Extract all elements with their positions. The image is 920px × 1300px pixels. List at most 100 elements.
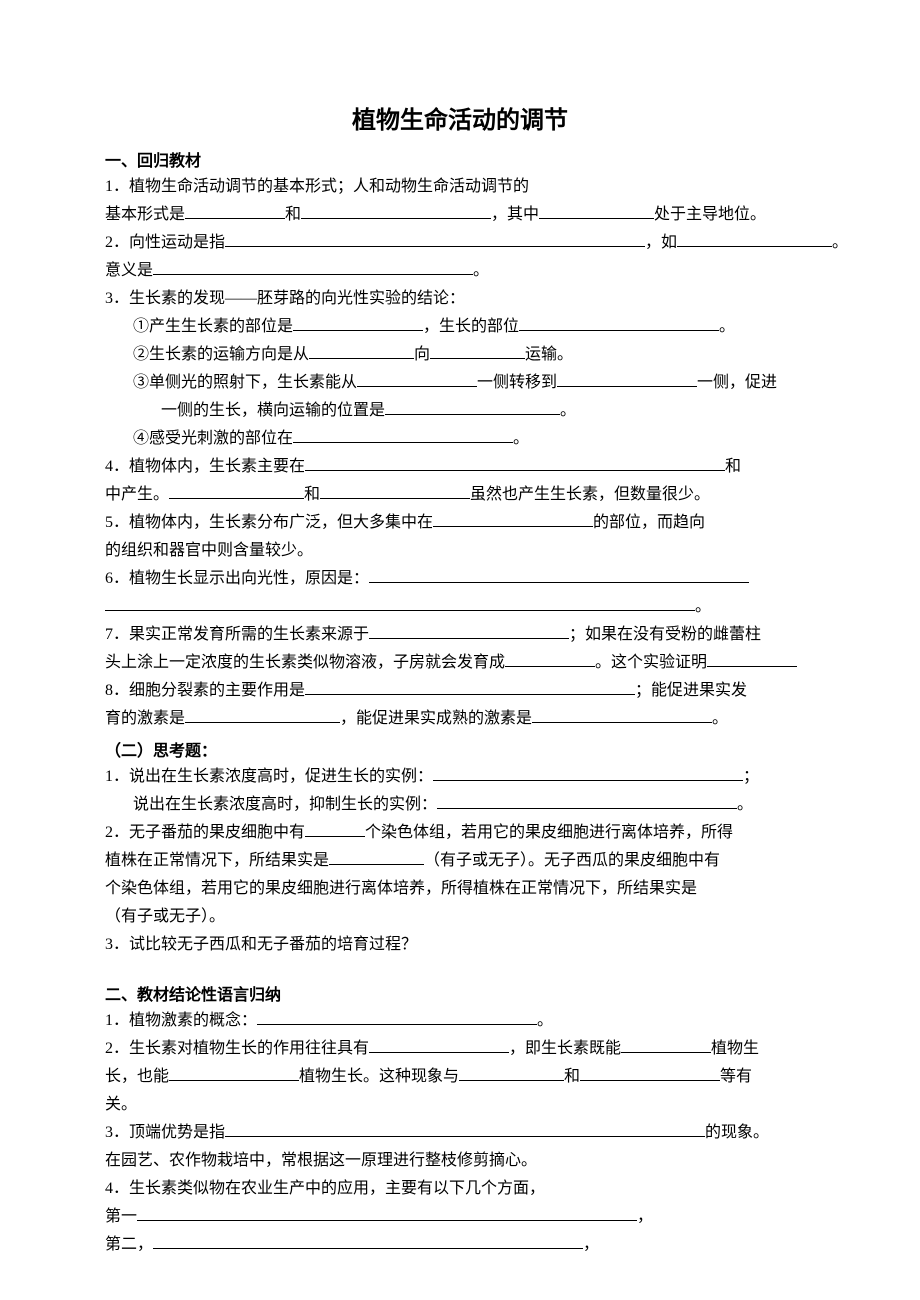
q5-line1: 5．植物体内，生长素分布广泛，但大多集中在的部位，而趋向 [105, 509, 815, 537]
s4-e: ， [583, 1236, 599, 1253]
blank[interactable] [153, 1233, 583, 1249]
q6-line1: 6．植物生长显示出向光性，原因是： [105, 565, 815, 593]
q3-header: 3．生长素的发现——胚芽路的向光性实验的结论： [105, 285, 815, 313]
q8-c: 育的激素是 [105, 710, 185, 727]
blank[interactable] [185, 707, 340, 723]
q3-1-b: ，生长的部位 [423, 318, 519, 335]
blank[interactable] [257, 1009, 537, 1025]
t3-line: 3．试比较无子西瓜和无子番茄的培育过程？ [105, 931, 815, 959]
q1-text-d: 和 [285, 206, 301, 223]
s4-b: 第一 [105, 1208, 137, 1225]
q1-text-a: 1．植物生命活动调节的基本形式 [105, 178, 337, 195]
blank[interactable] [532, 707, 712, 723]
blank[interactable] [621, 1037, 711, 1053]
q2-text-b: ，如 [645, 234, 677, 251]
blank[interactable] [225, 231, 645, 247]
q3-2: ②生长素的运输方向是从向运输。 [105, 341, 815, 369]
blank[interactable] [169, 1065, 299, 1081]
blank[interactable] [539, 203, 654, 219]
q3-3-a: ③单侧光的照射下，生长素能从 [133, 374, 357, 391]
s2-line2: 长，也能植物生长。这种现象与和等有 [105, 1063, 815, 1091]
q3-4: ④感受光刺激的部位在。 [105, 425, 815, 453]
q2-line2: 意义是 。 [105, 257, 815, 285]
spacer [105, 959, 815, 977]
blank[interactable] [459, 1065, 564, 1081]
s2-c: 植物生 [711, 1040, 759, 1057]
q1-text-f: 处于主导地位。 [654, 206, 766, 223]
q4-b: 和 [725, 458, 741, 475]
q2-text-c: 。 [832, 234, 848, 251]
blank[interactable] [437, 793, 737, 809]
blank[interactable] [433, 765, 743, 781]
blank[interactable] [301, 203, 491, 219]
blank[interactable] [580, 1065, 720, 1081]
t2-line1: 2．无子番茄的果皮细胞中有 个染色体组，若用它的果皮细胞进行离体培养，所得 [105, 819, 815, 847]
q8-line2: 育的激素是 ，能促进果实成熟的激素是 。 [105, 705, 815, 733]
blank[interactable] [105, 595, 695, 611]
q3-2-c: 运输。 [525, 346, 573, 363]
q8-b: ；能促进果实发 [635, 682, 747, 699]
s4-c: ， [637, 1208, 653, 1225]
blank[interactable] [305, 821, 365, 837]
blank[interactable] [137, 1205, 637, 1221]
blank[interactable] [305, 455, 725, 471]
blank[interactable] [169, 483, 304, 499]
q8-d: ，能促进果实成熟的激素是 [340, 710, 532, 727]
q8-e: 。 [712, 710, 728, 727]
blank[interactable] [357, 371, 477, 387]
s2-g: 等有 [720, 1068, 752, 1085]
blank[interactable] [369, 567, 749, 583]
blank[interactable] [557, 371, 697, 387]
s2-line3: 关。 [105, 1091, 815, 1119]
blank[interactable] [707, 651, 797, 667]
t2-line3: 个染色体组，若用它的果皮细胞进行离体培养，所得植株在正常情况下，所结果实是 [105, 875, 815, 903]
q4-line2: 中产生。和虽然也产生生长素，但数量很少。 [105, 481, 815, 509]
blank[interactable] [433, 511, 593, 527]
q5-b: 的部位，而趋向 [593, 514, 705, 531]
s3-a: 3．顶端优势是指 [105, 1124, 225, 1141]
q7-a: 7．果实正常发育所需的生长素来源于 [105, 626, 369, 643]
q4-e: 虽然也产生生长素，但数量很少。 [470, 486, 710, 503]
blank[interactable] [385, 399, 560, 415]
blank[interactable] [293, 315, 423, 331]
q1-line2: 基本形式是和，其中处于主导地位。 [105, 201, 815, 229]
t2-line2: 植株在正常情况下，所结果实是（有子或无子）。无子西瓜的果皮细胞中有 [105, 847, 815, 875]
q2-text-e: 。 [473, 262, 489, 279]
blank[interactable] [369, 623, 569, 639]
t2-a: 2．无子番茄的果皮细胞中有 [105, 824, 305, 841]
q8-a: 8．细胞分裂素的主要作用是 [105, 682, 305, 699]
t2-b: 个染色体组，若用它的果皮细胞进行离体培养，所得 [365, 824, 733, 841]
q1-text-e: ，其中 [491, 206, 539, 223]
s3-line2: 在园艺、农作物栽培中，常根据这一原理进行整枝修剪摘心。 [105, 1147, 815, 1175]
q2-text-d: 意义是 [105, 262, 153, 279]
s3-line1: 3．顶端优势是指的现象。 [105, 1119, 815, 1147]
q7-line2: 头上涂上一定浓度的生长素类似物溶液，子房就会发育成。这个实验证明 [105, 649, 815, 677]
section-2-heading: 二、教材结论性语言归纳 [105, 981, 815, 1005]
q3-3-c: 一侧，促进 [697, 374, 777, 391]
blank[interactable] [677, 231, 832, 247]
blank[interactable] [430, 343, 525, 359]
t1-c: 说出在生长素浓度高时，抑制生长的实例： [133, 796, 437, 813]
blank[interactable] [225, 1121, 705, 1137]
q3-4-b: 。 [513, 430, 529, 447]
t1-line1: 1．说出在生长素浓度高时，促进生长的实例：； [105, 763, 815, 791]
blank[interactable] [329, 849, 424, 865]
blank[interactable] [505, 651, 595, 667]
blank[interactable] [185, 203, 285, 219]
q2-line1: 2．向性运动是指，如。 [105, 229, 815, 257]
q1-text-b: ；人和动物生命活动调节的 [337, 178, 529, 195]
blank[interactable] [369, 1037, 509, 1053]
q1-line1: 1．植物生命活动调节的基本形式；人和动物生命活动调节的 [105, 173, 815, 201]
section-1-heading: 一、回归教材 [105, 147, 815, 171]
s1-a: 1．植物激素的概念： [105, 1012, 257, 1029]
blank[interactable] [519, 315, 719, 331]
blank[interactable] [305, 679, 635, 695]
blank[interactable] [309, 343, 414, 359]
s2-d: 长，也能 [105, 1068, 169, 1085]
q7-c: 头上涂上一定浓度的生长素类似物溶液，子房就会发育成 [105, 654, 505, 671]
blank[interactable] [320, 483, 470, 499]
blank[interactable] [153, 259, 473, 275]
q7-b: ；如果在没有受粉的雌蕾柱 [569, 626, 761, 643]
s4-line2: 第一 ， [105, 1203, 815, 1231]
blank[interactable] [293, 427, 513, 443]
